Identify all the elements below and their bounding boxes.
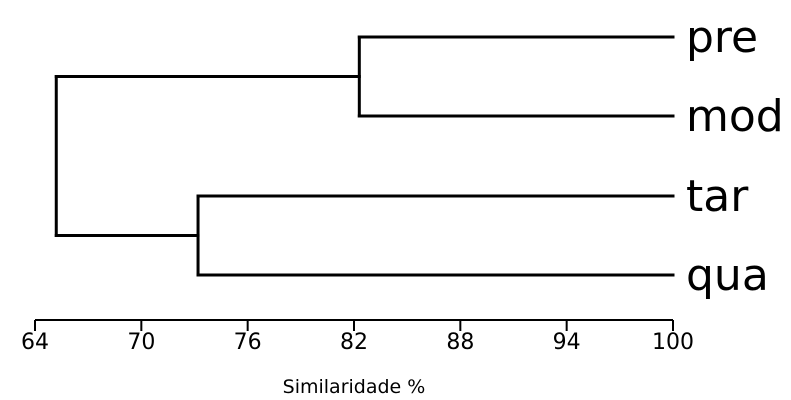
dendrogram-branches [54, 35, 675, 277]
x-tick-label-94: 94 [553, 330, 581, 355]
x-tick-label-82: 82 [340, 330, 368, 355]
leaf-labels: pre mod tar qua [686, 12, 784, 301]
leaf-label-tar: tar [686, 171, 749, 222]
leaf-label-qua: qua [686, 250, 769, 301]
x-tick-label-64: 64 [21, 330, 49, 355]
leaf-label-mod: mod [686, 91, 784, 142]
x-tick-label-100: 100 [652, 330, 694, 355]
leaf-label-pre: pre [686, 12, 758, 63]
x-axis: 64 70 76 82 88 94 100 [21, 319, 694, 355]
x-tick-label-70: 70 [127, 330, 155, 355]
x-tick-label-76: 76 [234, 330, 262, 355]
x-axis-title: Similaridade % [283, 376, 426, 398]
x-tick-label-88: 88 [446, 330, 474, 355]
